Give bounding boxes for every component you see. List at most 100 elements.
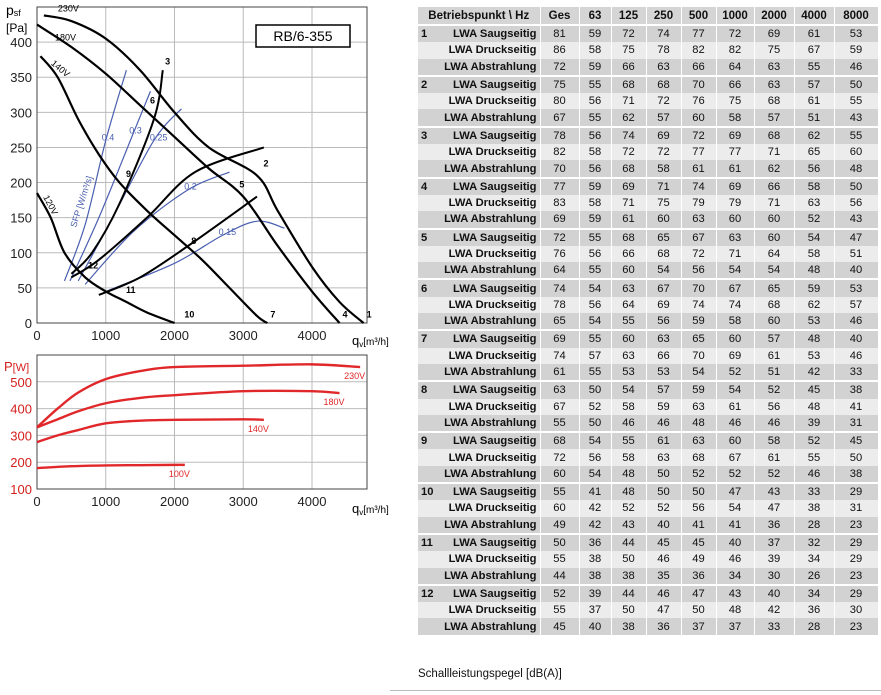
- table-cell: 67: [540, 398, 580, 415]
- table-cell: 67: [716, 278, 755, 297]
- table-cell: 40: [646, 516, 682, 534]
- x-tick-label: 1000: [91, 494, 120, 509]
- table-row: 6 LWA Saugseitig 74 54 63 67 70 67 65 59 53: [418, 278, 879, 297]
- operating-point-number: [418, 146, 421, 158]
- sfp-curve-label: 0.2: [184, 182, 197, 192]
- row-label: LWA Druckseitig: [418, 449, 541, 466]
- table-cell: 74: [540, 278, 580, 297]
- table-cell: 56: [579, 296, 612, 314]
- table-row: LWA Abstrahlung 55 50 46 46 48 46 46 39 31: [418, 414, 879, 433]
- operating-point-label: 8: [191, 236, 196, 246]
- table-cell: 55: [611, 313, 647, 331]
- operating-point-number: 1: [421, 28, 428, 41]
- table-cell: 59: [681, 380, 717, 399]
- table-cell: 58: [579, 194, 612, 212]
- operating-point-label: 12: [88, 260, 98, 270]
- operating-point-number: [418, 366, 421, 378]
- table-cell: 72: [681, 245, 717, 263]
- operating-point-number: [418, 350, 421, 362]
- x-tick-label: 4000: [298, 494, 327, 509]
- table-cell: 77: [716, 144, 755, 161]
- row-label: LWA Abstrahlung: [418, 313, 541, 331]
- table-cell: 60: [540, 465, 580, 484]
- table-row: LWA Druckseitig 86 58 75 78 82 82 75 67 59: [418, 42, 879, 59]
- operating-point-number: [418, 315, 421, 327]
- table-cell: 67: [646, 278, 682, 297]
- table-cell: 53: [611, 363, 647, 382]
- table-cell: 71: [754, 194, 795, 212]
- table-cell: 70: [540, 160, 580, 178]
- operating-point-label: 5: [239, 180, 244, 190]
- table-cell: 68: [646, 74, 682, 94]
- table-cell: 78: [646, 42, 682, 59]
- table-cell: 63: [754, 58, 795, 76]
- row-label: 5 LWA Saugseitig: [418, 227, 541, 246]
- operating-point-number: 2: [421, 79, 428, 92]
- table-cell: 29: [834, 583, 879, 603]
- table-cell: 29: [834, 551, 879, 568]
- table-cell: 30: [754, 567, 795, 585]
- table-cell: 62: [794, 125, 835, 145]
- table-cell: 68: [611, 160, 647, 178]
- table-cell: 63: [646, 449, 682, 466]
- sfp-curve-label: 0.15: [219, 227, 237, 237]
- table-row: LWA Abstrahlung 67 55 62 57 60 58 57 51 43: [418, 109, 879, 127]
- table-cell: 39: [794, 414, 835, 433]
- table-cell: 67: [681, 227, 717, 246]
- table-cell: 72: [716, 23, 755, 43]
- table-cell: 61: [794, 23, 835, 43]
- table-cell: 54: [579, 278, 612, 297]
- column-header: 63: [579, 7, 612, 25]
- power-curve-label: 230V: [344, 371, 365, 381]
- table-cell: 51: [754, 363, 795, 382]
- table-cell: 28: [794, 618, 835, 635]
- table-cell: 70: [681, 74, 717, 94]
- y-tick-label: 400: [10, 402, 32, 417]
- sfp-curve: [63, 70, 127, 282]
- table-cell: 54: [716, 262, 755, 280]
- table-cell: 42: [754, 602, 795, 619]
- operating-point-number: [418, 44, 421, 56]
- table-cell: 38: [611, 618, 647, 635]
- row-label: 9 LWA Saugseitig: [418, 431, 541, 450]
- table-cell: 36: [579, 532, 612, 552]
- table-cell: 59: [579, 58, 612, 76]
- power-curve-180V: [36, 389, 340, 429]
- table-cell: 40: [716, 532, 755, 552]
- column-header: 1000: [716, 7, 755, 25]
- table-cell: 48: [611, 481, 647, 501]
- table-cell: 53: [794, 313, 835, 331]
- table-row: LWA Abstrahlung 49 42 43 40 41 41 36 28 23: [418, 516, 879, 534]
- table-cell: 56: [646, 313, 682, 331]
- operating-point-number: [418, 417, 421, 429]
- row-label: LWA Druckseitig: [418, 398, 541, 415]
- table-cell: 68: [646, 245, 682, 263]
- row-label: LWA Druckseitig: [418, 347, 541, 364]
- table-cell: 56: [579, 160, 612, 178]
- table-cell: 59: [579, 176, 612, 195]
- table-cell: 54: [754, 262, 795, 280]
- table-cell: 61: [794, 93, 835, 110]
- table-cell: 38: [579, 567, 612, 585]
- table-cell: 29: [834, 481, 879, 501]
- table-cell: 69: [754, 23, 795, 43]
- table-cell: 58: [794, 245, 835, 263]
- table-cell: 34: [716, 567, 755, 585]
- table-cell: 50: [579, 380, 612, 399]
- operating-point-number: 7: [421, 333, 428, 346]
- system-curve: [98, 195, 258, 296]
- sfp-curve: [105, 220, 285, 292]
- table-cell: 79: [716, 194, 755, 212]
- table-cell: 69: [540, 329, 580, 348]
- column-header: Ges: [540, 7, 580, 25]
- operating-point-number: [418, 163, 421, 175]
- table-cell: 71: [611, 194, 647, 212]
- table-cell: 47: [681, 583, 717, 603]
- table-row: LWA Abstrahlung 45 40 38 36 37 37 33 28 23: [418, 618, 879, 635]
- table-row: 3 LWA Saugseitig 78 56 74 69 72 69 68 62 55: [418, 125, 879, 145]
- y-tick-label: 100: [10, 482, 32, 497]
- table-cell: 60: [754, 211, 795, 229]
- table-cell: 60: [611, 262, 647, 280]
- table-cell: 77: [681, 144, 717, 161]
- x-tick-label: 1000: [91, 328, 120, 343]
